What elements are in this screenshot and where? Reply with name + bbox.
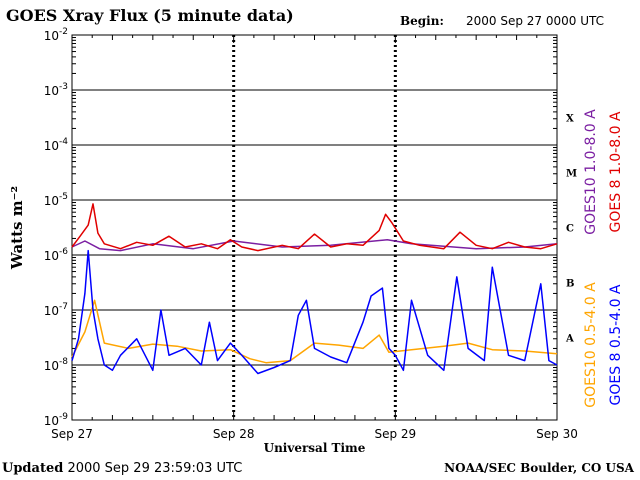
begin-label: Begin: bbox=[400, 14, 444, 28]
chart-title: GOES Xray Flux (5 minute data) bbox=[6, 6, 294, 25]
y-tick-label: 10-8 bbox=[44, 357, 69, 373]
x-axis-label: Universal Time bbox=[264, 441, 366, 455]
flare-class-a: A bbox=[565, 334, 574, 345]
legend-goes8_long: GOES 8 1.0-8.0 A bbox=[608, 111, 624, 232]
x-tick-label: Sep 29 bbox=[374, 427, 416, 441]
y-tick-label: 10-6 bbox=[44, 247, 69, 263]
y-tick-label: 10-3 bbox=[44, 82, 68, 98]
x-tick-label: Sep 30 bbox=[536, 427, 578, 441]
legend-goes10_long: GOES10 1.0-8.0 A bbox=[583, 109, 599, 235]
updated-label: Updated bbox=[2, 461, 64, 476]
y-tick-label: 10-2 bbox=[44, 27, 68, 43]
y-axis-label: Watts m⁻² bbox=[8, 186, 26, 270]
series-goes8_long bbox=[71, 203, 558, 252]
credit-text: NOAA/SEC Boulder, CO USA bbox=[444, 461, 634, 475]
legend-goes10_short: GOES10 0.5-4.0 A bbox=[583, 282, 599, 408]
series-goes8_short bbox=[71, 249, 558, 375]
y-tick-label: 10-4 bbox=[44, 137, 69, 153]
series-goes10_long bbox=[71, 238, 558, 252]
x-tick-label: Sep 28 bbox=[213, 427, 255, 441]
updated-value: 2000 Sep 29 23:59:03 UTC bbox=[67, 461, 243, 476]
flare-class-x: X bbox=[566, 114, 574, 125]
updated-timestamp: Updated 2000 Sep 29 23:59:03 UTC bbox=[2, 461, 242, 476]
y-tick-label: 10-9 bbox=[44, 412, 69, 428]
y-tick-label: 10-7 bbox=[44, 302, 68, 318]
begin-value: 2000 Sep 27 0000 UTC bbox=[466, 14, 605, 28]
flare-class-m: M bbox=[566, 169, 577, 180]
y-tick-label: 10-5 bbox=[44, 192, 68, 208]
legend-goes8_short: GOES 8 0.5-4.0 A bbox=[608, 284, 624, 405]
plot-frame bbox=[71, 34, 558, 421]
x-tick-label: Sep 27 bbox=[51, 427, 93, 441]
flare-class-c: C bbox=[566, 224, 574, 235]
flare-class-b: B bbox=[566, 279, 574, 290]
